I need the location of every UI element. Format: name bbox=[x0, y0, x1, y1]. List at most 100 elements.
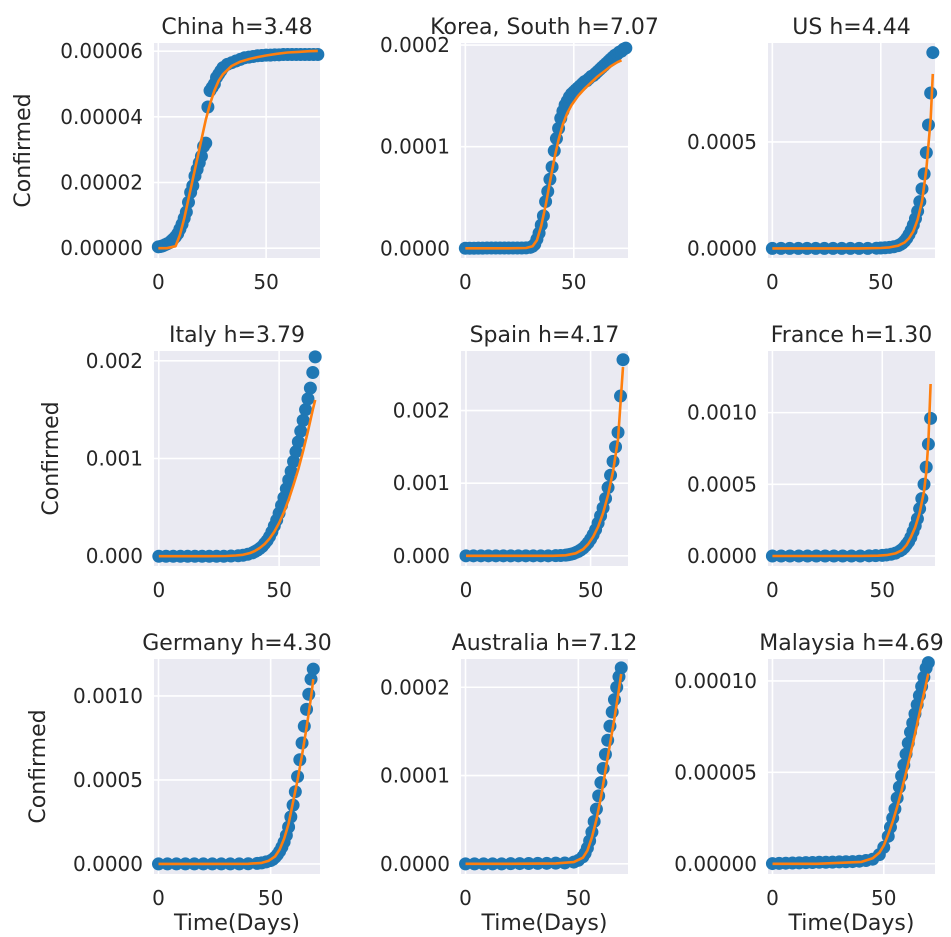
data-point bbox=[289, 445, 303, 459]
subplot-title: US h=4.44 bbox=[792, 15, 910, 40]
y-tick-label: 0.00000 bbox=[674, 852, 757, 876]
fit-line bbox=[772, 73, 935, 250]
data-point bbox=[921, 118, 935, 132]
data-point bbox=[151, 857, 165, 871]
data-point bbox=[616, 353, 630, 367]
x-axis-label: Time(Days) bbox=[173, 911, 300, 936]
y-tick-label: 0.00005 bbox=[674, 760, 757, 784]
y-tick-label: 0.0000 bbox=[687, 236, 757, 260]
data-point bbox=[619, 41, 633, 55]
x-tick-label: 50 bbox=[578, 578, 603, 602]
subplot-title: China h=3.48 bbox=[161, 15, 312, 40]
data-point bbox=[921, 656, 935, 670]
x-tick-label: 0 bbox=[152, 886, 165, 910]
data-point bbox=[302, 687, 316, 701]
data-point bbox=[614, 661, 628, 675]
y-tick-label: 0.002 bbox=[393, 399, 450, 423]
subplot-1: 0 50 0.00000 0.00002 0.00004 0.00006 China h=3… bbox=[11, 15, 325, 294]
x-tick-label: 50 bbox=[561, 270, 586, 294]
data-point bbox=[303, 381, 317, 395]
data-point bbox=[287, 454, 301, 468]
x-tick-label: 0 bbox=[460, 578, 473, 602]
y-tick-label: 0.0005 bbox=[687, 472, 757, 496]
data-point bbox=[926, 46, 940, 60]
y-tick-label: 0.0002 bbox=[380, 33, 450, 57]
y-tick-label: 0.00000 bbox=[60, 236, 143, 260]
x-tick-label: 0 bbox=[152, 270, 165, 294]
x-axis-label: Time(Days) bbox=[788, 911, 915, 936]
y-tick-label: 0.0010 bbox=[73, 684, 143, 708]
data-point bbox=[299, 403, 313, 417]
y-tick-label: 0.0000 bbox=[687, 544, 757, 568]
x-tick-label: 0 bbox=[766, 270, 779, 294]
x-tick-label: 0 bbox=[766, 886, 779, 910]
y-tick-label: 0.00010 bbox=[674, 669, 757, 693]
y-tick-label: 0.0010 bbox=[687, 401, 757, 425]
fit-line bbox=[465, 59, 623, 250]
x-tick-label: 0 bbox=[766, 578, 779, 602]
y-axis-label: Confirmed bbox=[39, 401, 64, 515]
fit-line bbox=[158, 399, 317, 558]
x-tick-label: 50 bbox=[871, 886, 896, 910]
y-tick-label: 0.002 bbox=[86, 349, 143, 373]
subplot-4: 0 50 0.000 0.001 0.002 Italy h=3.79 Confirmed bbox=[39, 323, 322, 602]
plot-area bbox=[154, 659, 320, 874]
subplot-title: Australia h=7.12 bbox=[452, 631, 638, 656]
subplot-title: Germany h=4.30 bbox=[142, 631, 331, 656]
plot-area bbox=[768, 43, 935, 258]
subplot-7: 0 50 0.0000 0.0005 0.0010 Germany h=4.30 Confi… bbox=[26, 631, 332, 936]
plot-area bbox=[461, 351, 628, 566]
data-point bbox=[291, 435, 305, 449]
data-point bbox=[919, 146, 933, 160]
data-point bbox=[308, 350, 322, 364]
x-tick-label: 50 bbox=[868, 270, 893, 294]
y-tick-label: 0.0001 bbox=[380, 764, 450, 788]
fit-line bbox=[772, 383, 932, 558]
y-tick-label: 0.0005 bbox=[73, 768, 143, 792]
subplot-title: France h=1.30 bbox=[771, 323, 933, 348]
data-point bbox=[301, 392, 315, 406]
x-tick-label: 50 bbox=[266, 578, 291, 602]
x-axis-label: Time(Days) bbox=[481, 911, 608, 936]
data-point bbox=[306, 366, 320, 379]
subplot-title: Italy h=3.79 bbox=[169, 323, 305, 348]
y-tick-label: 0.00002 bbox=[60, 171, 143, 195]
y-tick-label: 0.001 bbox=[86, 447, 143, 471]
subplot-title: Korea, South h=7.07 bbox=[430, 15, 659, 40]
x-tick-label: 0 bbox=[152, 578, 165, 602]
data-point bbox=[304, 672, 318, 686]
data-point bbox=[284, 464, 298, 478]
data-point bbox=[924, 411, 938, 425]
data-point bbox=[294, 424, 308, 438]
subplot-title: Malaysia h=4.69 bbox=[759, 631, 944, 656]
data-point bbox=[297, 719, 311, 733]
subplot-6: 0 50 0.0000 0.0005 0.0010 France h=1.30 bbox=[687, 323, 938, 602]
subplot-5: 0 50 0.000 0.001 0.002 Spain h=4.17 bbox=[393, 323, 630, 602]
y-tick-label: 0.0002 bbox=[380, 675, 450, 699]
x-tick-label: 50 bbox=[870, 578, 895, 602]
y-axis-label: Confirmed bbox=[26, 709, 51, 823]
fit-line bbox=[465, 673, 623, 866]
x-tick-label: 50 bbox=[253, 270, 278, 294]
y-axis-label: Confirmed bbox=[11, 93, 36, 207]
y-tick-label: 0.0000 bbox=[380, 236, 450, 260]
y-tick-label: 0.0000 bbox=[380, 852, 450, 876]
y-tick-label: 0.00004 bbox=[60, 105, 143, 129]
subplot-3: 0 50 0.0000 0.0005 US h=4.44 bbox=[687, 15, 940, 294]
y-tick-label: 0.00006 bbox=[60, 39, 143, 63]
y-tick-label: 0.001 bbox=[393, 471, 450, 495]
y-tick-label: 0.000 bbox=[393, 544, 450, 568]
fit-line bbox=[772, 673, 930, 866]
subplot-title: Spain h=4.17 bbox=[470, 323, 620, 348]
x-tick-label: 0 bbox=[459, 270, 472, 294]
fit-line bbox=[158, 49, 318, 250]
y-tick-label: 0.0001 bbox=[380, 135, 450, 159]
x-tick-label: 50 bbox=[258, 886, 283, 910]
fit-line bbox=[158, 679, 315, 866]
fit-line bbox=[466, 366, 625, 558]
y-tick-label: 0.0000 bbox=[73, 852, 143, 876]
